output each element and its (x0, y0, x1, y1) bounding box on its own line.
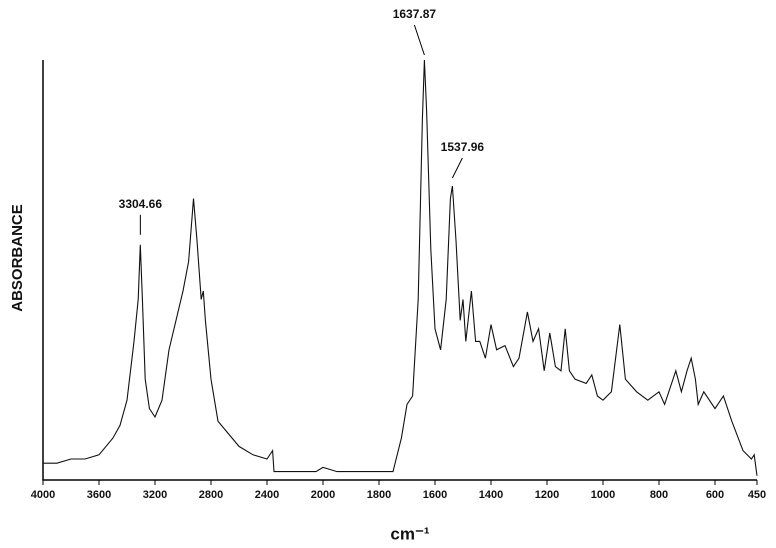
y-axis-label: ABSORBANCE (9, 204, 26, 312)
x-tick-label: 3600 (87, 489, 111, 501)
x-tick-label: 800 (650, 489, 668, 501)
x-tick-label: 450 (748, 489, 766, 501)
x-tick-label: 1800 (367, 489, 391, 501)
annotation-label: 1637.87 (393, 7, 437, 21)
x-tick-label: 1200 (535, 489, 559, 501)
x-tick-label: 2000 (311, 489, 335, 501)
x-tick-label: 4000 (31, 489, 55, 501)
annotation-label: 3304.66 (119, 197, 163, 211)
annotation-leader (451, 157, 463, 179)
x-axis-label: cm⁻¹ (390, 524, 430, 543)
axes (42, 60, 757, 481)
annotation-leader (413, 24, 425, 56)
x-tick-label: 1400 (479, 489, 503, 501)
annotation-label: 1537.96 (441, 140, 485, 154)
x-tick-label: 1600 (423, 489, 447, 501)
x-tick-label: 1000 (591, 489, 615, 501)
x-tick-label: 2800 (199, 489, 223, 501)
x-tick-label: 3200 (143, 489, 167, 501)
x-tick-label: 2400 (255, 489, 279, 501)
spectrum-line (43, 59, 758, 476)
x-tick-label: 600 (706, 489, 724, 501)
